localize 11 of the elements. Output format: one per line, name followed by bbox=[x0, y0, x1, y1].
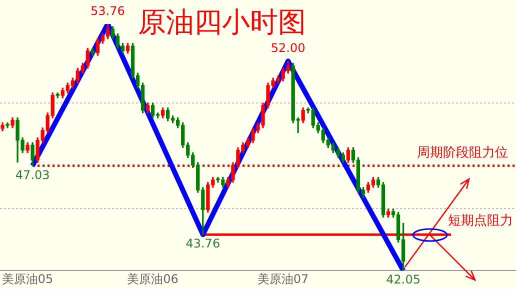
ref-line-label: 短期点阻力 bbox=[448, 213, 513, 228]
data-label: 47.03 bbox=[15, 168, 50, 182]
x-tick-label: 美原油07 bbox=[257, 272, 309, 286]
ref-line-label: 周期阶段阻力位 bbox=[417, 146, 508, 161]
x-tick-label: 美原油05 bbox=[2, 272, 54, 286]
data-label: 42.05 bbox=[386, 272, 420, 287]
data-label: 53.76 bbox=[90, 4, 125, 18]
data-label: 52.00 bbox=[270, 41, 306, 56]
x-tick-label: 美原油06 bbox=[127, 272, 178, 286]
data-label: 43.76 bbox=[186, 236, 220, 251]
chart-title: 原油四小时图 bbox=[138, 5, 306, 38]
